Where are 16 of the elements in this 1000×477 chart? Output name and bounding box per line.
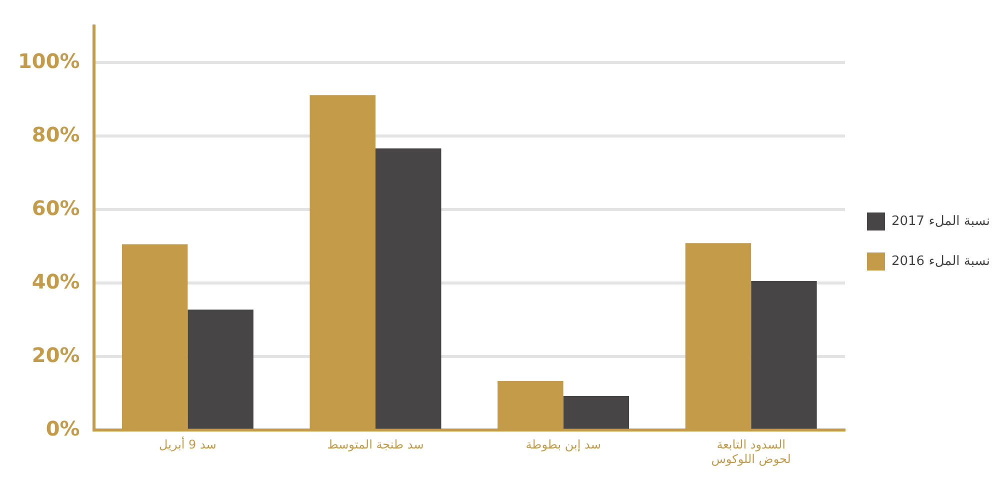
y-tick-label: 80%	[32, 122, 80, 146]
x-tick-label: سد إبن بطوطة	[526, 438, 601, 452]
x-tick-label: سد 9 أبريل	[159, 436, 216, 452]
bar	[751, 281, 817, 429]
bar	[188, 310, 254, 429]
y-tick-label: 60%	[32, 196, 80, 220]
bar	[563, 396, 630, 429]
y-tick-label: 100%	[18, 48, 80, 73]
legend-label: نسبة الملء 2017	[891, 214, 990, 229]
y-tick-label: 0%	[46, 416, 80, 440]
y-tick-label: 40%	[32, 269, 80, 294]
y-tick-label: 20%	[32, 342, 80, 367]
bar	[375, 148, 442, 429]
legend-label: نسبة الملء 2016	[891, 254, 990, 269]
x-tick-label: سد طنجة المتوسط	[327, 438, 424, 452]
x-tick-label: السدود التابعة لحوض اللوكوس	[711, 438, 791, 466]
